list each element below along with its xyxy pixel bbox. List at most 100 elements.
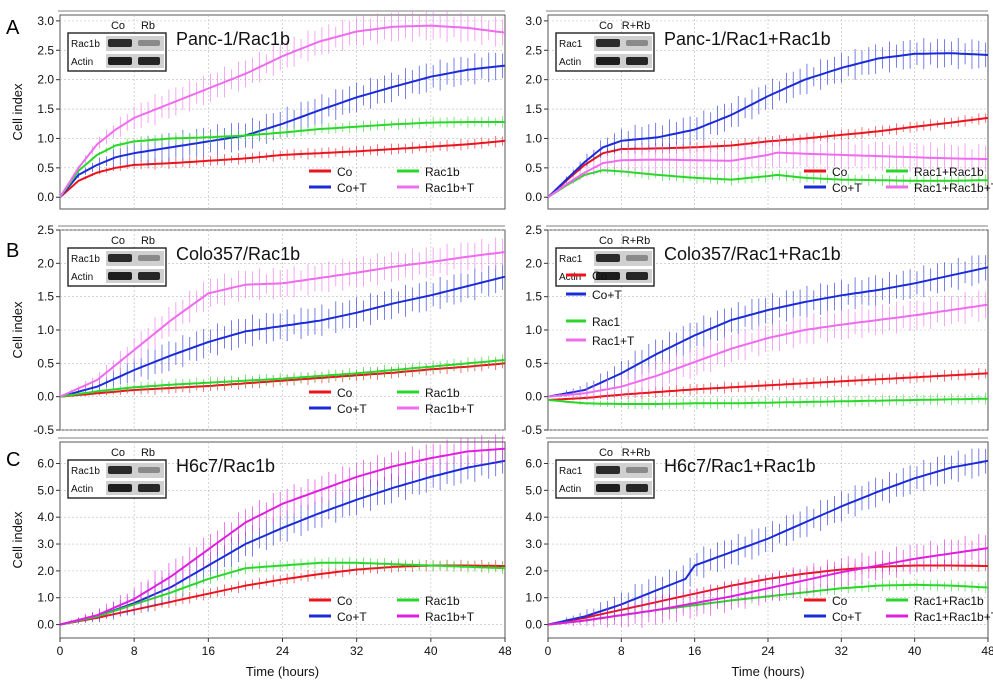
legend-label: Rac1 bbox=[592, 315, 620, 329]
x-tick-label: 24 bbox=[276, 644, 290, 658]
blot-band bbox=[596, 254, 620, 262]
legend-label: Co+T bbox=[337, 610, 367, 624]
blot-row-label: Actin bbox=[559, 272, 581, 283]
blot-lane-label: Co bbox=[111, 20, 125, 32]
y-tick-label: 2.5 bbox=[37, 223, 54, 237]
x-tick-label: 40 bbox=[424, 644, 438, 658]
chart-title: H6c7/Rac1+Rac1b bbox=[664, 456, 816, 476]
blot-inset: Co R+Rb Rac1 Actin bbox=[555, 235, 655, 287]
y-tick-label: 1.5 bbox=[37, 102, 54, 116]
series-line bbox=[59, 359, 506, 398]
y-tick-label: 1.5 bbox=[37, 290, 54, 304]
legend: Co Co+T Rac1b Rac1b+T bbox=[309, 594, 475, 624]
legend-label: Rac1+Rac1b bbox=[914, 594, 984, 608]
blot-band bbox=[596, 57, 620, 65]
x-tick-label: 48 bbox=[981, 644, 993, 658]
y-tick-label: 3.0 bbox=[525, 14, 542, 28]
legend-label: Co+T bbox=[592, 288, 622, 302]
blot-lane-label: Rb bbox=[141, 235, 155, 247]
blot-band bbox=[108, 484, 132, 492]
blot-row-label: Actin bbox=[71, 57, 93, 68]
blot-band bbox=[626, 467, 648, 473]
blot-band bbox=[626, 40, 648, 46]
blot-row-label: Rac1 bbox=[559, 466, 583, 477]
x-tick-label: 8 bbox=[618, 644, 625, 658]
blot-band bbox=[596, 272, 620, 280]
blot-row-label: Actin bbox=[559, 57, 581, 68]
x-tick-label: 0 bbox=[57, 644, 64, 658]
blot-band bbox=[138, 272, 160, 280]
y-tick-label: 2.0 bbox=[525, 73, 542, 87]
blot-row-label: Actin bbox=[71, 272, 93, 283]
blot-band bbox=[138, 40, 160, 46]
y-axis-label: Cell index bbox=[10, 511, 25, 569]
y-tick-label: 0.5 bbox=[37, 161, 54, 175]
y-tick-label: 2.5 bbox=[37, 43, 54, 57]
y-tick-label: 1.0 bbox=[525, 323, 542, 337]
series-rac1b-t bbox=[59, 237, 506, 398]
series-line bbox=[547, 266, 989, 398]
blot-lane-label: Co bbox=[111, 235, 125, 247]
x-axis-label: Time (hours) bbox=[246, 664, 319, 679]
x-tick-label: 16 bbox=[202, 644, 216, 658]
legend-label: Rac1+Rac1b+T bbox=[914, 181, 993, 195]
series-rac1 bbox=[547, 392, 989, 410]
y-tick-label: 2.0 bbox=[37, 73, 54, 87]
x-tick-label: 40 bbox=[908, 644, 922, 658]
y-tick-label: 1.5 bbox=[525, 290, 542, 304]
blot-band bbox=[626, 272, 648, 280]
legend-label: Co+T bbox=[832, 610, 862, 624]
y-tick-label: 2.0 bbox=[37, 564, 54, 578]
y-tick-label: 2.0 bbox=[525, 564, 542, 578]
blot-inset: Co R+Rb Rac1 Actin bbox=[555, 447, 655, 499]
blot-row-label: Rac1b bbox=[71, 466, 100, 477]
legend-label: Co+T bbox=[832, 181, 862, 195]
y-tick-label: 0.0 bbox=[525, 190, 542, 204]
panel-letter-c: C bbox=[6, 449, 20, 471]
series-rac1b bbox=[59, 354, 506, 398]
chart-title: H6c7/Rac1b bbox=[176, 456, 275, 476]
series-line bbox=[547, 303, 989, 398]
blot-row-label: Rac1b bbox=[71, 39, 100, 50]
y-tick-label: 1.0 bbox=[37, 131, 54, 145]
blot-lane-label: R+Rb bbox=[622, 20, 650, 32]
y-tick-label: 5.0 bbox=[37, 483, 54, 497]
chart-6: 0.0 1.0 2.0 3.0 4.0 5.0 6.0 0 8 16 24 32 40 48 Time (h… bbox=[525, 437, 993, 679]
series-co-t bbox=[59, 52, 506, 198]
series-co-t bbox=[547, 255, 989, 398]
x-tick-label: 16 bbox=[688, 644, 702, 658]
series-line bbox=[59, 24, 506, 198]
blot-inset: Co Rb Rac1b Actin bbox=[67, 447, 167, 499]
y-tick-label: 1.0 bbox=[37, 591, 54, 605]
legend-label: Co+T bbox=[337, 402, 367, 416]
blot-band bbox=[108, 39, 132, 47]
blot-band bbox=[108, 57, 132, 65]
legend: Co Co+T Rac1b Rac1b+T bbox=[309, 386, 475, 416]
chart-title: Panc-1/Rac1b bbox=[176, 29, 290, 49]
blot-band bbox=[596, 39, 620, 47]
blot-inset: Co Rb Rac1b Actin bbox=[67, 235, 167, 287]
series-line bbox=[59, 64, 506, 198]
chart-3: -0.5 0.0 0.5 1.0 1.5 2.0 2.5 Cell index Co Rb Rac1… bbox=[10, 223, 506, 437]
y-tick-label: 2.5 bbox=[525, 223, 542, 237]
legend-label: Co bbox=[592, 269, 608, 283]
blot-band bbox=[108, 466, 132, 474]
chart-5: 0.0 1.0 2.0 3.0 4.0 5.0 6.0 0 8 16 24 32 40 48 Time (h… bbox=[10, 434, 512, 679]
series-line bbox=[547, 52, 989, 198]
blot-lane-label: Rb bbox=[141, 447, 155, 459]
series-line bbox=[59, 447, 506, 626]
blot-band bbox=[138, 57, 160, 65]
legend-label: Rac1b bbox=[425, 386, 460, 400]
x-tick-label: 48 bbox=[498, 644, 512, 658]
blot-band bbox=[626, 484, 648, 492]
legend-label: Co bbox=[832, 165, 848, 179]
x-tick-label: 8 bbox=[131, 644, 138, 658]
y-tick-label: 0.0 bbox=[525, 390, 542, 404]
y-tick-label: 1.0 bbox=[525, 591, 542, 605]
y-tick-label: 6.0 bbox=[37, 456, 54, 470]
legend: Co Co+T Rac1+Rac1b Rac1+Rac1b+T bbox=[804, 165, 993, 195]
legend: Co Co+T Rac1 Rac1+T bbox=[566, 269, 635, 348]
y-tick-label: 1.5 bbox=[525, 102, 542, 116]
blot-row-label: Rac1b bbox=[71, 254, 100, 265]
blot-band bbox=[108, 272, 132, 280]
